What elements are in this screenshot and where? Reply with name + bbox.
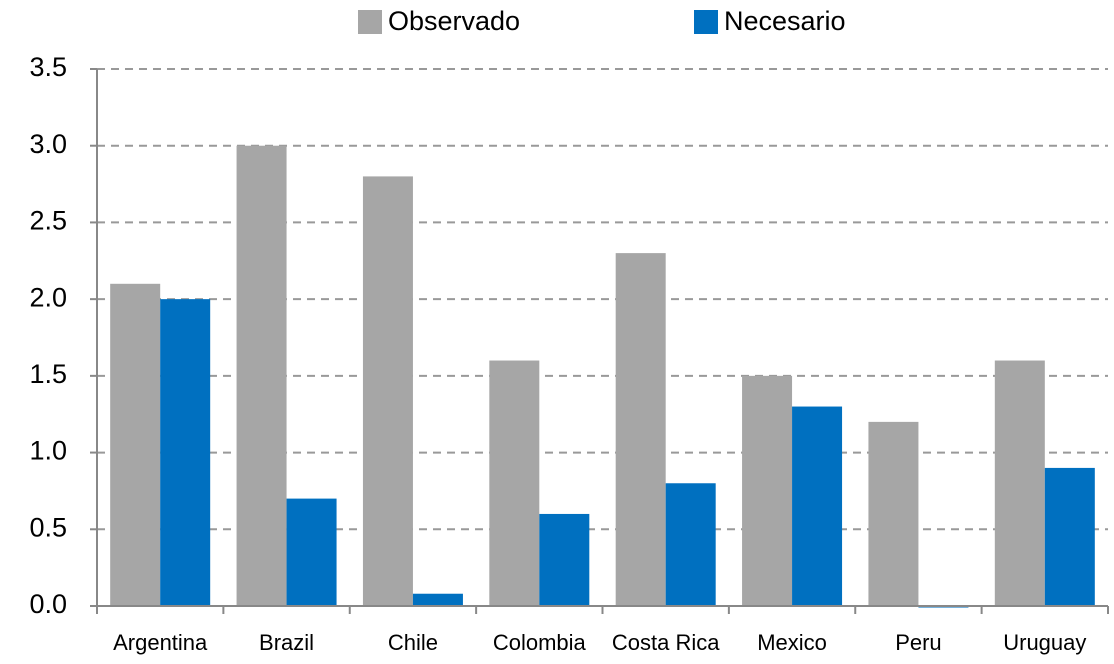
- y-tick-label: 2.0: [29, 282, 67, 312]
- y-tick-label: 3.0: [29, 129, 67, 159]
- bar: [362, 176, 413, 606]
- bar: [236, 145, 287, 606]
- bar: [412, 593, 463, 606]
- x-tick-label: Chile: [388, 630, 438, 655]
- bar: [615, 253, 666, 606]
- x-tick-label: Brazil: [259, 630, 314, 655]
- bar: [742, 375, 793, 606]
- x-tick-label: Colombia: [493, 630, 587, 655]
- x-tick-label: Costa Rica: [612, 630, 720, 655]
- x-tick-label: Mexico: [757, 630, 827, 655]
- x-tick-label: Argentina: [113, 630, 208, 655]
- y-tick-label: 2.5: [29, 206, 67, 236]
- bar: [489, 360, 540, 606]
- legend-swatch: [358, 10, 382, 34]
- bar: [286, 498, 337, 606]
- bar: [110, 283, 161, 606]
- bar: [1044, 467, 1095, 606]
- bar: [994, 360, 1045, 606]
- legend-label: Necesario: [724, 6, 846, 36]
- y-tick-label: 0.5: [29, 512, 67, 542]
- bar: [539, 513, 590, 606]
- legend-label: Observado: [388, 6, 520, 36]
- y-tick-label: 1.0: [29, 436, 67, 466]
- bar: [160, 299, 211, 606]
- bar: [792, 406, 843, 606]
- x-tick-label: Uruguay: [1003, 630, 1086, 655]
- y-tick-label: 3.5: [29, 52, 67, 82]
- bar: [665, 483, 716, 606]
- legend-swatch: [694, 10, 718, 34]
- y-tick-label: 1.5: [29, 359, 67, 389]
- y-tick-label: 0.0: [29, 589, 67, 619]
- x-tick-label: Peru: [895, 630, 941, 655]
- bar: [868, 421, 919, 606]
